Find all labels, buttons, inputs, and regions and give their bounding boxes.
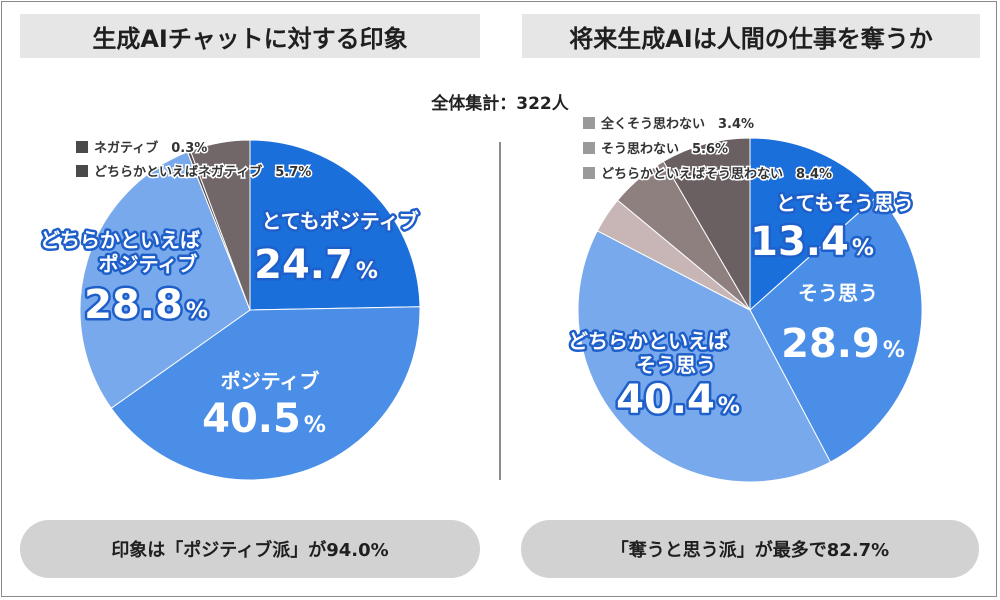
svg-text:そう思う: そう思う <box>798 281 878 305</box>
right-summary-pill: 「奪うと思う派」が最多で82.7% <box>521 520 979 578</box>
svg-text:どちらかといえばネガティブ 5.7%: どちらかといえばネガティブ 5.7% <box>94 164 311 180</box>
pie2-legend-4: 全くそう思わない 3.4% <box>583 115 756 134</box>
svg-text:とてもポジティブ: とてもポジティブ <box>261 209 418 233</box>
svg-text:そう思わない 5.6%: そう思わない 5.6% <box>601 142 728 157</box>
svg-text:ネガティブ 0.3%: ネガティブ 0.3% <box>94 140 207 156</box>
total-respondents: 全体集計：322人 <box>431 94 569 114</box>
svg-text:どちらかといえばそう思わない 8.4%: どちらかといえばそう思わない 8.4% <box>601 167 832 182</box>
pie2-slice-1 <box>749 137 879 312</box>
pie1-legend-5: どちらかといえばネガティブ 5.7% <box>76 163 313 182</box>
pie1-slice-1-label: とてもポジティブ 24.7% <box>252 207 421 291</box>
svg-text:28.9%: 28.9% <box>781 321 905 367</box>
pie1-legend-4: ネガティブ 0.3% <box>76 139 209 158</box>
right-chart-title: 将来生成AIは人間の仕事を奪うか <box>522 14 980 58</box>
pie2-slice-3 <box>577 230 832 483</box>
svg-text:24.7%: 24.7% <box>254 242 378 288</box>
svg-text:ポジティブ: ポジティブ <box>99 252 198 276</box>
pie2-slice-2 <box>749 194 923 463</box>
pie2-slice-1-label: とてもそう思う 13.4% <box>748 189 917 268</box>
svg-text:28.8%: 28.8% <box>84 282 208 328</box>
pie2-legend-6: どちらかといえばそう思わない 8.4% <box>583 166 834 184</box>
svg-text:とてもそう思う: とてもそう思う <box>776 191 914 215</box>
pie2-slice-6 <box>662 137 751 312</box>
svg-text:40.4%: 40.4% <box>616 377 740 423</box>
pie1-slice-2 <box>110 306 421 481</box>
center-divider <box>499 142 501 480</box>
svg-text:全くそう思わない 3.4%: 全くそう思わない 3.4% <box>600 116 754 132</box>
left-summary-pill: 印象は「ポジティブ派」が94.0% <box>20 520 480 578</box>
svg-text:13.4%: 13.4% <box>750 219 874 265</box>
left-chart-title: 生成AIチャットに対する印象 <box>20 14 480 58</box>
svg-text:どちらかといえば: どちらかといえば <box>40 228 200 252</box>
pie2-slice-2-label: そう思う 28.9% <box>781 281 905 367</box>
pie1-slice-2-label: ポジティブ 40.5% <box>202 369 326 442</box>
svg-text:そう思う: そう思う <box>636 353 716 377</box>
pie1-slice-3 <box>79 151 251 409</box>
svg-text:ポジティブ: ポジティブ <box>221 369 320 393</box>
pie2-legend-5: そう思わない 5.6% <box>583 141 730 159</box>
svg-text:40.5%: 40.5% <box>202 396 326 442</box>
svg-text:どちらかといえば: どちらかといえば <box>568 329 728 353</box>
pie1-slice-5 <box>189 139 251 311</box>
pie1-slice-1 <box>249 139 421 311</box>
